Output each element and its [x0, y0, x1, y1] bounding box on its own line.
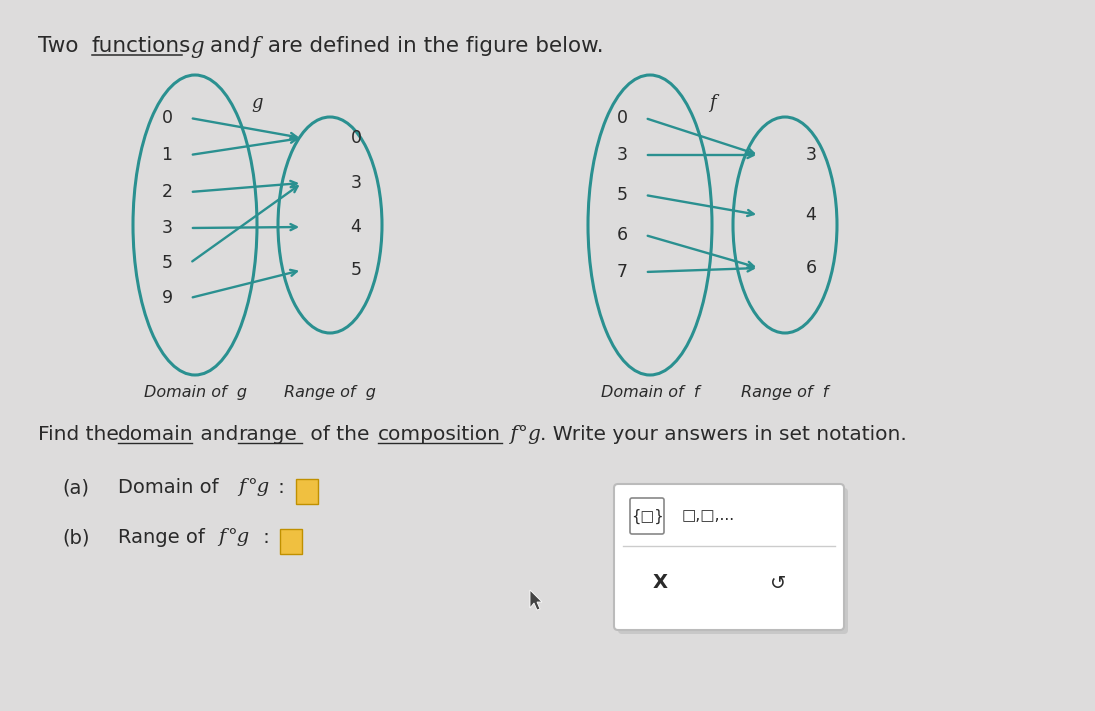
Text: g: g	[251, 94, 263, 112]
Text: X: X	[653, 574, 668, 592]
Text: Range of: Range of	[118, 528, 211, 547]
Text: Domain of  f: Domain of f	[601, 385, 700, 400]
Text: Domain of  g: Domain of g	[143, 385, 246, 400]
Text: 0: 0	[350, 129, 361, 147]
Text: f: f	[238, 478, 245, 496]
Text: functions: functions	[92, 36, 192, 56]
FancyBboxPatch shape	[618, 488, 848, 634]
Text: domain: domain	[118, 425, 194, 444]
Text: and: and	[210, 36, 257, 56]
Text: f: f	[218, 528, 226, 546]
Text: 3: 3	[806, 146, 817, 164]
Text: 3: 3	[161, 219, 173, 237]
Text: 2: 2	[161, 183, 173, 201]
Text: 5: 5	[350, 261, 361, 279]
Text: 3: 3	[350, 174, 361, 192]
Text: 4: 4	[806, 206, 817, 224]
Text: 6: 6	[616, 226, 627, 244]
Text: g: g	[184, 36, 211, 58]
Text: 7: 7	[616, 263, 627, 281]
Text: °g: °g	[247, 478, 269, 496]
Text: and: and	[194, 425, 245, 444]
Text: composition: composition	[378, 425, 502, 444]
Text: Range of  g: Range of g	[284, 385, 376, 400]
Text: :: :	[257, 528, 276, 547]
Text: 0: 0	[161, 109, 173, 127]
Text: 3: 3	[616, 146, 627, 164]
Text: Domain of: Domain of	[118, 478, 224, 497]
Text: Two: Two	[38, 36, 85, 56]
Text: 5: 5	[616, 186, 627, 204]
Text: 1: 1	[161, 146, 173, 164]
Text: °g: °g	[227, 528, 250, 546]
FancyBboxPatch shape	[614, 484, 844, 630]
Text: {□}: {□}	[631, 508, 664, 523]
Text: (a): (a)	[62, 478, 89, 497]
Text: 6: 6	[806, 259, 817, 277]
Text: 4: 4	[350, 218, 361, 236]
Text: Range of  f: Range of f	[741, 385, 829, 400]
Text: □,□,...: □,□,...	[681, 508, 735, 523]
FancyBboxPatch shape	[630, 498, 664, 534]
Text: 0: 0	[616, 109, 627, 127]
FancyBboxPatch shape	[279, 528, 301, 553]
Text: 9: 9	[161, 289, 173, 307]
Text: :: :	[272, 478, 291, 497]
Text: . Write your answers in set notation.: . Write your answers in set notation.	[540, 425, 907, 444]
Text: f: f	[708, 94, 715, 112]
Text: 5: 5	[161, 254, 173, 272]
Text: of the: of the	[304, 425, 376, 444]
Text: f: f	[251, 36, 260, 58]
Text: (b): (b)	[62, 528, 90, 547]
Text: range: range	[238, 425, 297, 444]
Text: are defined in the figure below.: are defined in the figure below.	[261, 36, 603, 56]
Text: Find the: Find the	[38, 425, 125, 444]
Text: f°g: f°g	[504, 425, 541, 444]
Text: ↺: ↺	[770, 574, 786, 592]
FancyBboxPatch shape	[296, 479, 318, 503]
Polygon shape	[530, 590, 542, 610]
